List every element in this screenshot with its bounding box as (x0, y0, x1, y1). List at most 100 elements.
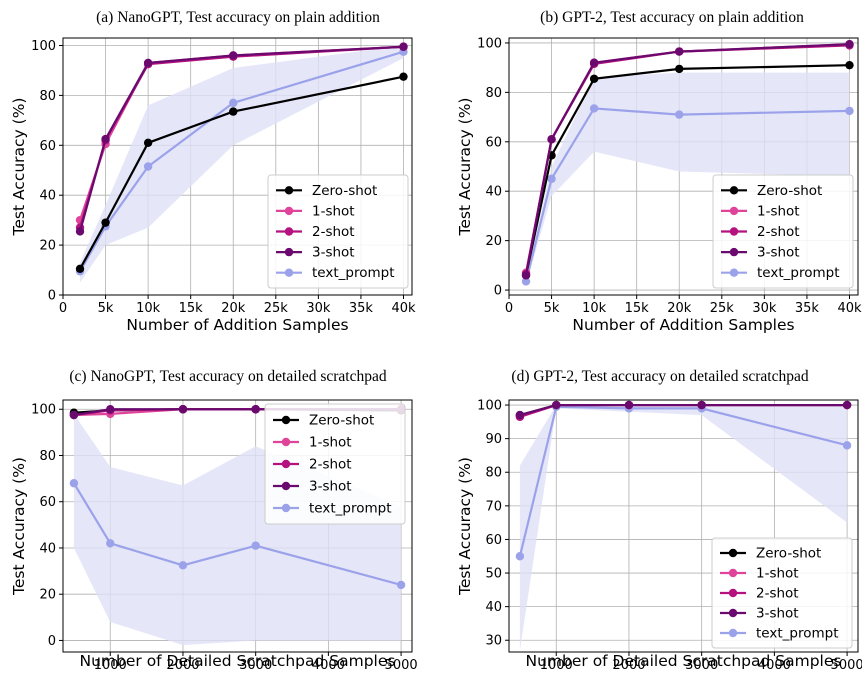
x-tick-label: 20k (221, 301, 246, 316)
legend: Zero-shot 1-shot 2-shot 3-shot text_prompt (264, 403, 406, 525)
x-axis-label: Number of Detailed Scratchpad Samples (526, 652, 842, 670)
x-axis-label: Number of Addition Samples (572, 316, 794, 334)
data-point-Zero-shot (143, 138, 153, 147)
legend: Zero-shot 1-shot 2-shot 3-shot text_prompt (267, 174, 409, 289)
x-tick-label: 20k (667, 301, 692, 316)
x-tick-label: 30k (752, 301, 777, 316)
x-tick-label: 3000 (239, 658, 272, 673)
y-tick-label: 100 (31, 403, 56, 418)
x-tick-label: 10k (582, 301, 607, 316)
x-tick-label: 4000 (312, 658, 345, 673)
y-tick-label: 100 (477, 399, 502, 414)
data-point-3-shot (552, 400, 561, 410)
y-tick-label: 80 (39, 89, 56, 104)
data-point-text_prompt (842, 441, 852, 450)
variance-band (80, 45, 404, 283)
x-tick-label: 0 (505, 301, 513, 316)
y-tick-label: 0 (48, 634, 56, 649)
legend-swatch-marker (284, 247, 294, 257)
legend-swatch-marker (281, 437, 291, 447)
legend-label: Zero-shot (757, 183, 822, 199)
y-tick-label: 50 (485, 567, 502, 582)
legend-label: 2-shot (756, 586, 799, 602)
data-point-3-shot (697, 400, 706, 410)
panel-title: (c) NanoGPT, Test accuracy on detailed s… (69, 368, 386, 385)
x-tick-label: 25k (710, 301, 735, 316)
panel-title: (d) GPT-2, Test accuracy on detailed scr… (511, 368, 808, 385)
x-tick-label: 5000 (831, 658, 862, 673)
chart-panel-2: (c) NanoGPT, Test accuracy on detailed s… (10, 368, 418, 673)
legend-swatch-marker (729, 186, 739, 195)
data-point-text_prompt (251, 541, 260, 550)
y-axis-label: Test Accuracy (%) (10, 457, 28, 596)
legend-swatch-marker (281, 415, 291, 425)
variance-band (526, 72, 850, 286)
legend: Zero-shot 1-shot 2-shot 3-shot text_prompt (712, 174, 854, 289)
data-point-text_prompt (845, 106, 854, 116)
data-point-3-shot (547, 135, 556, 144)
y-tick-label: 30 (485, 634, 502, 649)
x-tick-label: 40k (837, 301, 862, 316)
data-point-text_prompt (396, 580, 406, 590)
data-point-Zero-shot (675, 64, 684, 74)
data-point-text_prompt (229, 98, 238, 108)
legend-swatch-marker (284, 268, 294, 277)
data-point-3-shot (589, 58, 599, 67)
legend-label: 1-shot (756, 566, 799, 582)
data-point-3-shot (106, 405, 115, 414)
x-tick-label: 0 (59, 301, 67, 316)
y-tick-label: 80 (485, 86, 502, 101)
legend-label: text_prompt (756, 626, 839, 642)
legend-swatch-marker (284, 227, 294, 236)
legend-swatch-marker (729, 247, 739, 257)
data-point-text_prompt (547, 174, 556, 184)
data-point-text_prompt (515, 552, 525, 561)
y-axis-label: Test Accuracy (%) (456, 98, 474, 237)
data-point-Zero-shot (75, 264, 85, 274)
legend-swatch-marker (728, 568, 738, 578)
variance-band (73, 413, 402, 646)
data-point-3-shot (624, 400, 634, 410)
legend-swatch-marker (281, 503, 291, 513)
x-tick-label: 2000 (166, 658, 199, 673)
x-tick-label: 15k (625, 301, 650, 316)
data-point-text_prompt (106, 539, 115, 548)
data-point-3-shot (675, 47, 684, 56)
legend-label: 3-shot (757, 245, 800, 261)
legend-label: Zero-shot (309, 413, 374, 429)
data-point-Zero-shot (589, 74, 599, 83)
legend: Zero-shot 1-shot 2-shot 3-shot text_prompt (711, 537, 853, 649)
y-tick-label: 40 (485, 185, 502, 200)
x-axis-label: Number of Detailed Scratchpad Samples (80, 652, 396, 670)
x-tick-label: 1000 (540, 658, 573, 673)
x-tick-label: 35k (349, 301, 374, 316)
legend-label: 1-shot (312, 203, 355, 219)
x-tick-label: 10k (136, 301, 161, 316)
chart-panel-3: (d) GPT-2, Test accuracy on detailed scr… (456, 368, 862, 673)
legend-label: text_prompt (309, 501, 392, 517)
data-point-Zero-shot (399, 72, 408, 81)
legend-label: 2-shot (312, 224, 355, 240)
y-tick-label: 20 (485, 234, 502, 249)
y-tick-label: 60 (39, 139, 56, 154)
legend-swatch-marker (281, 481, 291, 491)
legend-label: 2-shot (309, 457, 352, 473)
chart-panel-1: (b) GPT-2, Test accuracy on plain additi… (456, 9, 862, 334)
x-tick-label: 5k (544, 301, 560, 316)
legend-box (712, 174, 854, 289)
data-point-3-shot (143, 58, 153, 68)
legend-swatch-marker (281, 459, 291, 469)
legend-swatch-marker (728, 548, 738, 558)
legend-swatch-marker (728, 588, 738, 598)
data-point-3-shot (845, 39, 854, 49)
y-tick-label: 20 (39, 588, 56, 603)
legend-swatch-marker (728, 628, 738, 638)
data-point-3-shot (229, 51, 238, 60)
y-tick-label: 60 (39, 495, 56, 510)
legend-swatch-marker (729, 268, 739, 277)
x-tick-label: 1000 (94, 658, 127, 673)
x-tick-label: 30k (306, 301, 331, 316)
x-tick-label: 35k (795, 301, 820, 316)
data-point-3-shot (251, 405, 260, 414)
